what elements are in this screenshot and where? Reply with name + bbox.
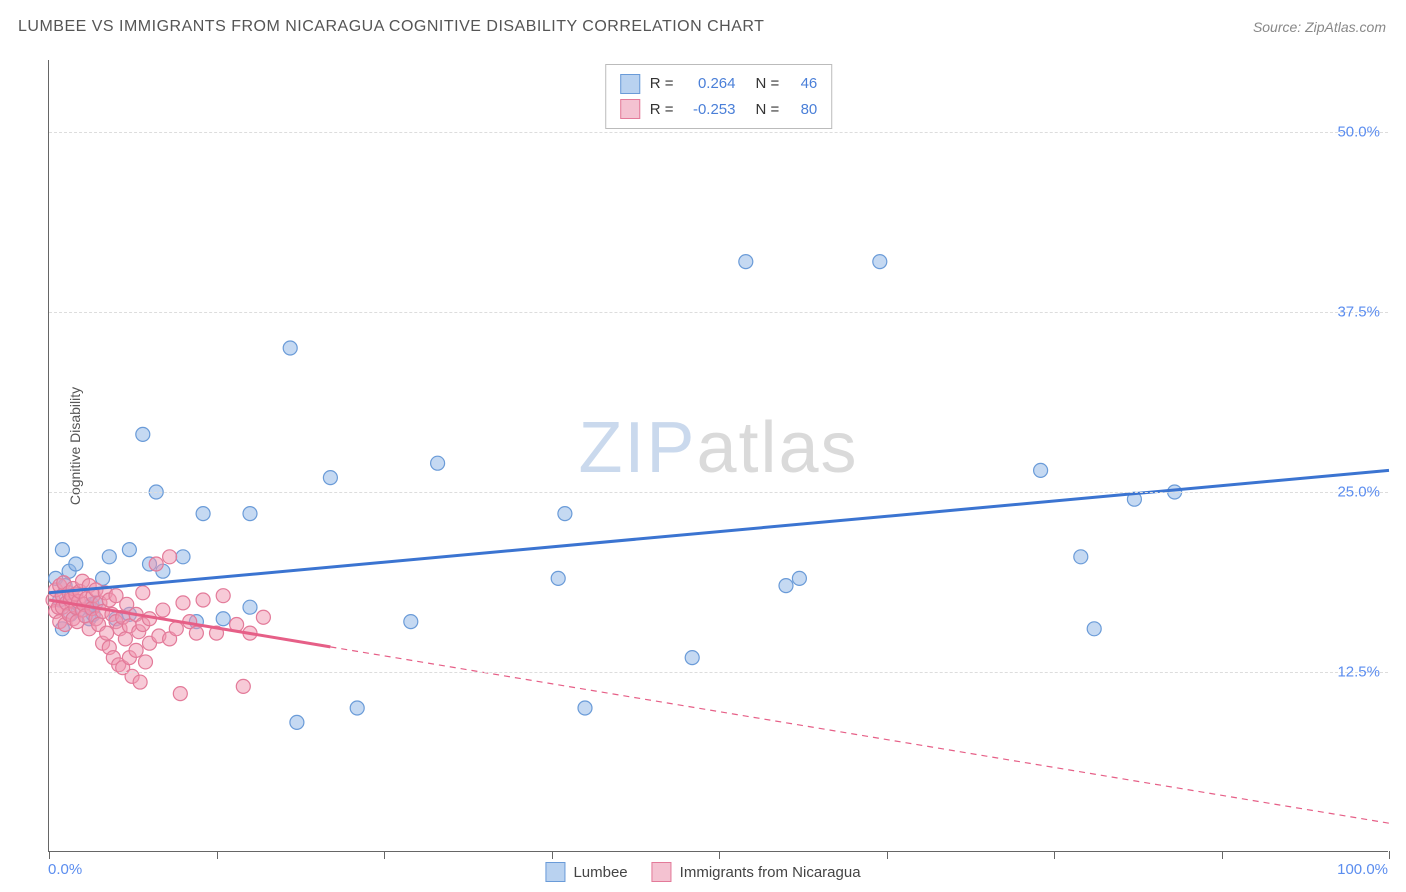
legend-swatch <box>620 74 640 94</box>
x-tick <box>49 851 50 859</box>
data-point <box>69 557 83 571</box>
legend-n-label: N = <box>756 71 780 97</box>
data-point <box>136 586 150 600</box>
data-point <box>243 600 257 614</box>
legend-n-value: 46 <box>785 71 817 97</box>
legend-item: Lumbee <box>545 862 627 882</box>
data-point <box>283 341 297 355</box>
data-point <box>129 643 143 657</box>
scatter-plot-svg <box>49 60 1388 851</box>
data-point <box>1074 550 1088 564</box>
legend-r-label: R = <box>650 71 674 97</box>
data-point <box>169 622 183 636</box>
data-point <box>196 593 210 607</box>
data-point <box>216 589 230 603</box>
data-point <box>551 571 565 585</box>
data-point <box>100 626 114 640</box>
x-tick <box>217 851 218 859</box>
legend-swatch <box>620 99 640 119</box>
data-point <box>350 701 364 715</box>
legend-label: Immigrants from Nicaragua <box>680 864 861 881</box>
data-point <box>739 255 753 269</box>
legend-n-label: N = <box>756 97 780 123</box>
legend-swatch <box>545 862 565 882</box>
legend-n-value: 80 <box>785 97 817 123</box>
correlation-legend: R =0.264 N =46 R =-0.253 N =80 <box>605 64 833 129</box>
data-point <box>216 612 230 626</box>
x-tick <box>887 851 888 859</box>
y-tick-label: 37.5% <box>1337 304 1380 321</box>
data-point <box>55 543 69 557</box>
data-point <box>1034 463 1048 477</box>
trend-line-dashed <box>330 647 1389 823</box>
data-point <box>290 715 304 729</box>
data-point <box>163 550 177 564</box>
data-point <box>558 507 572 521</box>
legend-r-label: R = <box>650 97 674 123</box>
data-point <box>102 550 116 564</box>
data-point <box>243 507 257 521</box>
data-point <box>176 550 190 564</box>
x-tick <box>1054 851 1055 859</box>
legend-row: R =0.264 N =46 <box>620 71 818 97</box>
legend-row: R =-0.253 N =80 <box>620 97 818 123</box>
data-point <box>256 610 270 624</box>
data-point <box>404 615 418 629</box>
legend-r-value: 0.264 <box>680 71 736 97</box>
data-point <box>323 471 337 485</box>
y-tick-label: 25.0% <box>1337 484 1380 501</box>
data-point <box>685 651 699 665</box>
chart-title: LUMBEE VS IMMIGRANTS FROM NICARAGUA COGN… <box>18 18 764 36</box>
chart-area: ZIPatlas R =0.264N =46R =-0.253N =80 12.… <box>48 60 1388 852</box>
data-point <box>189 626 203 640</box>
legend-label: Lumbee <box>573 864 627 881</box>
source-label: Source: ZipAtlas.com <box>1253 19 1386 35</box>
data-point <box>176 596 190 610</box>
data-point <box>173 687 187 701</box>
x-tick <box>719 851 720 859</box>
gridline <box>49 492 1388 493</box>
data-point <box>149 557 163 571</box>
data-point <box>873 255 887 269</box>
x-tick <box>552 851 553 859</box>
y-tick-label: 50.0% <box>1337 124 1380 141</box>
data-point <box>118 632 132 646</box>
gridline <box>49 132 1388 133</box>
gridline <box>49 672 1388 673</box>
data-point <box>156 603 170 617</box>
data-point <box>779 579 793 593</box>
data-point <box>196 507 210 521</box>
data-point <box>236 679 250 693</box>
data-point <box>133 675 147 689</box>
x-tick-max: 100.0% <box>1337 861 1388 878</box>
data-point <box>1087 622 1101 636</box>
data-point <box>431 456 445 470</box>
data-point <box>792 571 806 585</box>
legend-item: Immigrants from Nicaragua <box>652 862 861 882</box>
data-point <box>138 655 152 669</box>
y-tick-label: 12.5% <box>1337 664 1380 681</box>
x-tick-min: 0.0% <box>48 861 82 878</box>
legend-swatch <box>652 862 672 882</box>
x-tick <box>1222 851 1223 859</box>
data-point <box>578 701 592 715</box>
x-tick <box>1389 851 1390 859</box>
gridline <box>49 312 1388 313</box>
legend-r-value: -0.253 <box>680 97 736 123</box>
trend-line <box>49 470 1389 592</box>
data-point <box>122 543 136 557</box>
x-tick <box>384 851 385 859</box>
series-legend: Lumbee Immigrants from Nicaragua <box>545 862 860 882</box>
data-point <box>136 427 150 441</box>
